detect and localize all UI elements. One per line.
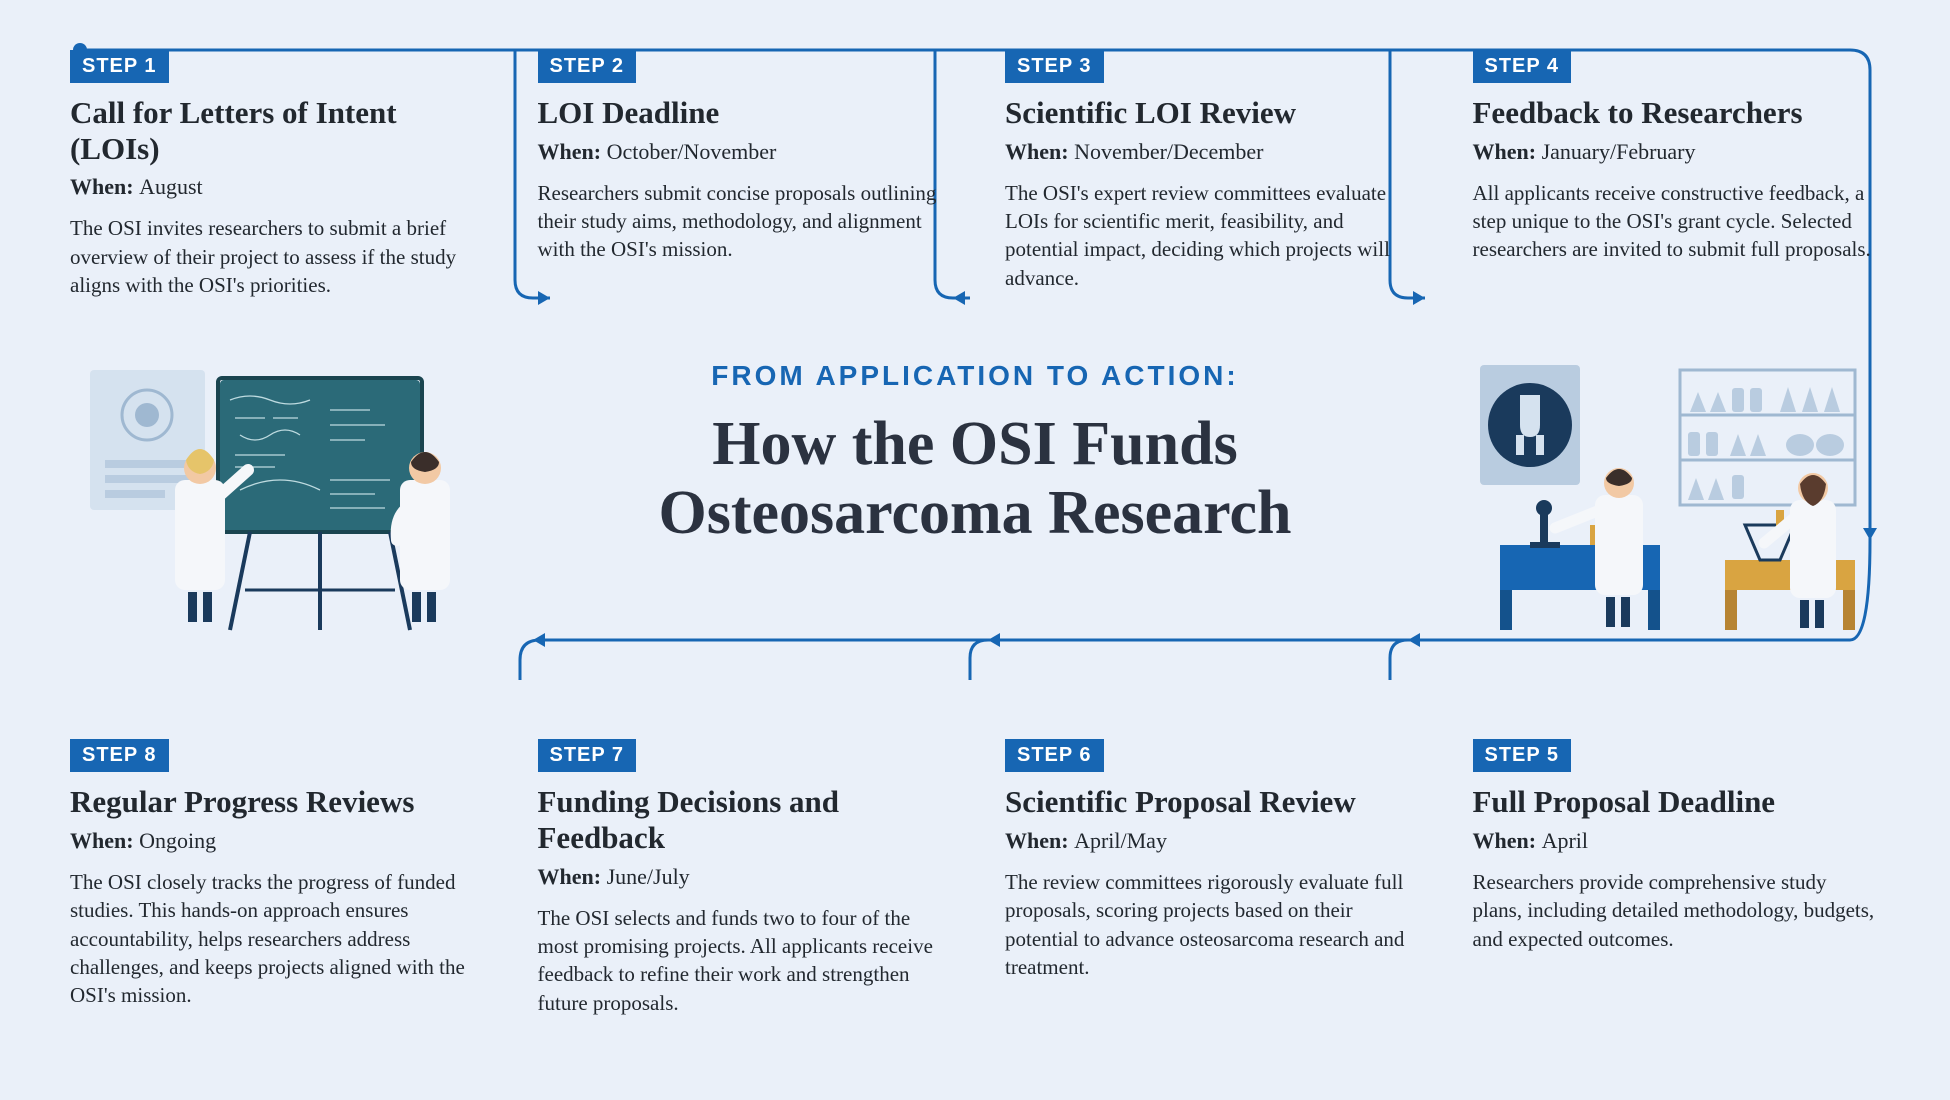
when-label: When: (70, 174, 139, 199)
title-line2: Osteosarcoma Research (658, 479, 1291, 547)
step-title: Funding Decisions and Feedback (538, 784, 946, 855)
step-3: STEP 3 Scientific LOI Review When: Novem… (995, 50, 1423, 299)
step-badge: STEP 8 (70, 739, 169, 772)
step-badge: STEP 3 (1005, 50, 1104, 83)
step-desc: The OSI selects and funds two to four of… (538, 904, 946, 1017)
steps-top-row: STEP 1 Call for Letters of Intent (LOIs)… (60, 50, 1890, 299)
when-value: April/May (1074, 828, 1167, 853)
step-when: When: November/December (1005, 139, 1413, 165)
when-label: When: (1473, 139, 1542, 164)
when-value: April (1542, 828, 1588, 853)
when-value: Ongoing (139, 828, 216, 853)
when-value: June/July (607, 864, 690, 889)
step-when: When: June/July (538, 864, 946, 890)
step-5: STEP 5 Full Proposal Deadline When: Apri… (1463, 739, 1891, 1017)
step-badge: STEP 5 (1473, 739, 1572, 772)
steps-bottom-row: STEP 8 Regular Progress Reviews When: On… (60, 739, 1890, 1017)
step-badge: STEP 7 (538, 739, 637, 772)
step-desc: The OSI invites researchers to submit a … (70, 214, 478, 299)
step-when: When: April (1473, 828, 1881, 854)
step-when: When: Ongoing (70, 828, 478, 854)
step-desc: Researchers submit concise proposals out… (538, 179, 946, 264)
step-1: STEP 1 Call for Letters of Intent (LOIs)… (60, 50, 488, 299)
step-title: Full Proposal Deadline (1473, 784, 1881, 820)
step-when: When: October/November (538, 139, 946, 165)
step-desc: The OSI's expert review committees evalu… (1005, 179, 1413, 292)
step-badge: STEP 1 (70, 50, 169, 83)
when-label: When: (1005, 828, 1074, 853)
pretitle: FROM APPLICATION TO ACTION: (475, 360, 1475, 392)
when-label: When: (538, 139, 607, 164)
when-value: October/November (607, 139, 777, 164)
main-title: How the OSI Funds Osteosarcoma Research (475, 410, 1475, 549)
lab-illustration (1480, 360, 1860, 640)
step-title: Regular Progress Reviews (70, 784, 478, 820)
center-title: FROM APPLICATION TO ACTION: How the OSI … (475, 360, 1475, 549)
step-desc: The review committees rigorously evaluat… (1005, 868, 1413, 981)
step-desc: Researchers provide comprehensive study … (1473, 868, 1881, 953)
step-8: STEP 8 Regular Progress Reviews When: On… (60, 739, 488, 1017)
step-desc: The OSI closely tracks the progress of f… (70, 868, 478, 1010)
when-value: November/December (1074, 139, 1263, 164)
step-when: When: April/May (1005, 828, 1413, 854)
step-2: STEP 2 LOI Deadline When: October/Novemb… (528, 50, 956, 299)
step-badge: STEP 2 (538, 50, 637, 83)
title-line1: How the OSI Funds (712, 410, 1237, 478)
step-6: STEP 6 Scientific Proposal Review When: … (995, 739, 1423, 1017)
when-label: When: (70, 828, 139, 853)
when-label: When: (1005, 139, 1074, 164)
step-title: Scientific LOI Review (1005, 95, 1413, 131)
when-label: When: (1473, 828, 1542, 853)
step-7: STEP 7 Funding Decisions and Feedback Wh… (528, 739, 956, 1017)
chalkboard-illustration (90, 360, 470, 640)
step-title: Call for Letters of Intent (LOIs) (70, 95, 478, 166)
when-value: August (139, 174, 203, 199)
step-badge: STEP 6 (1005, 739, 1104, 772)
step-desc: All applicants receive constructive feed… (1473, 179, 1881, 264)
when-label: When: (538, 864, 607, 889)
step-title: LOI Deadline (538, 95, 946, 131)
step-when: When: January/February (1473, 139, 1881, 165)
when-value: January/February (1542, 139, 1696, 164)
lab-scientist-right-icon (1764, 473, 1836, 628)
step-title: Feedback to Researchers (1473, 95, 1881, 131)
step-when: When: August (70, 174, 478, 200)
step-badge: STEP 4 (1473, 50, 1572, 83)
step-4: STEP 4 Feedback to Researchers When: Jan… (1463, 50, 1891, 299)
step-title: Scientific Proposal Review (1005, 784, 1413, 820)
